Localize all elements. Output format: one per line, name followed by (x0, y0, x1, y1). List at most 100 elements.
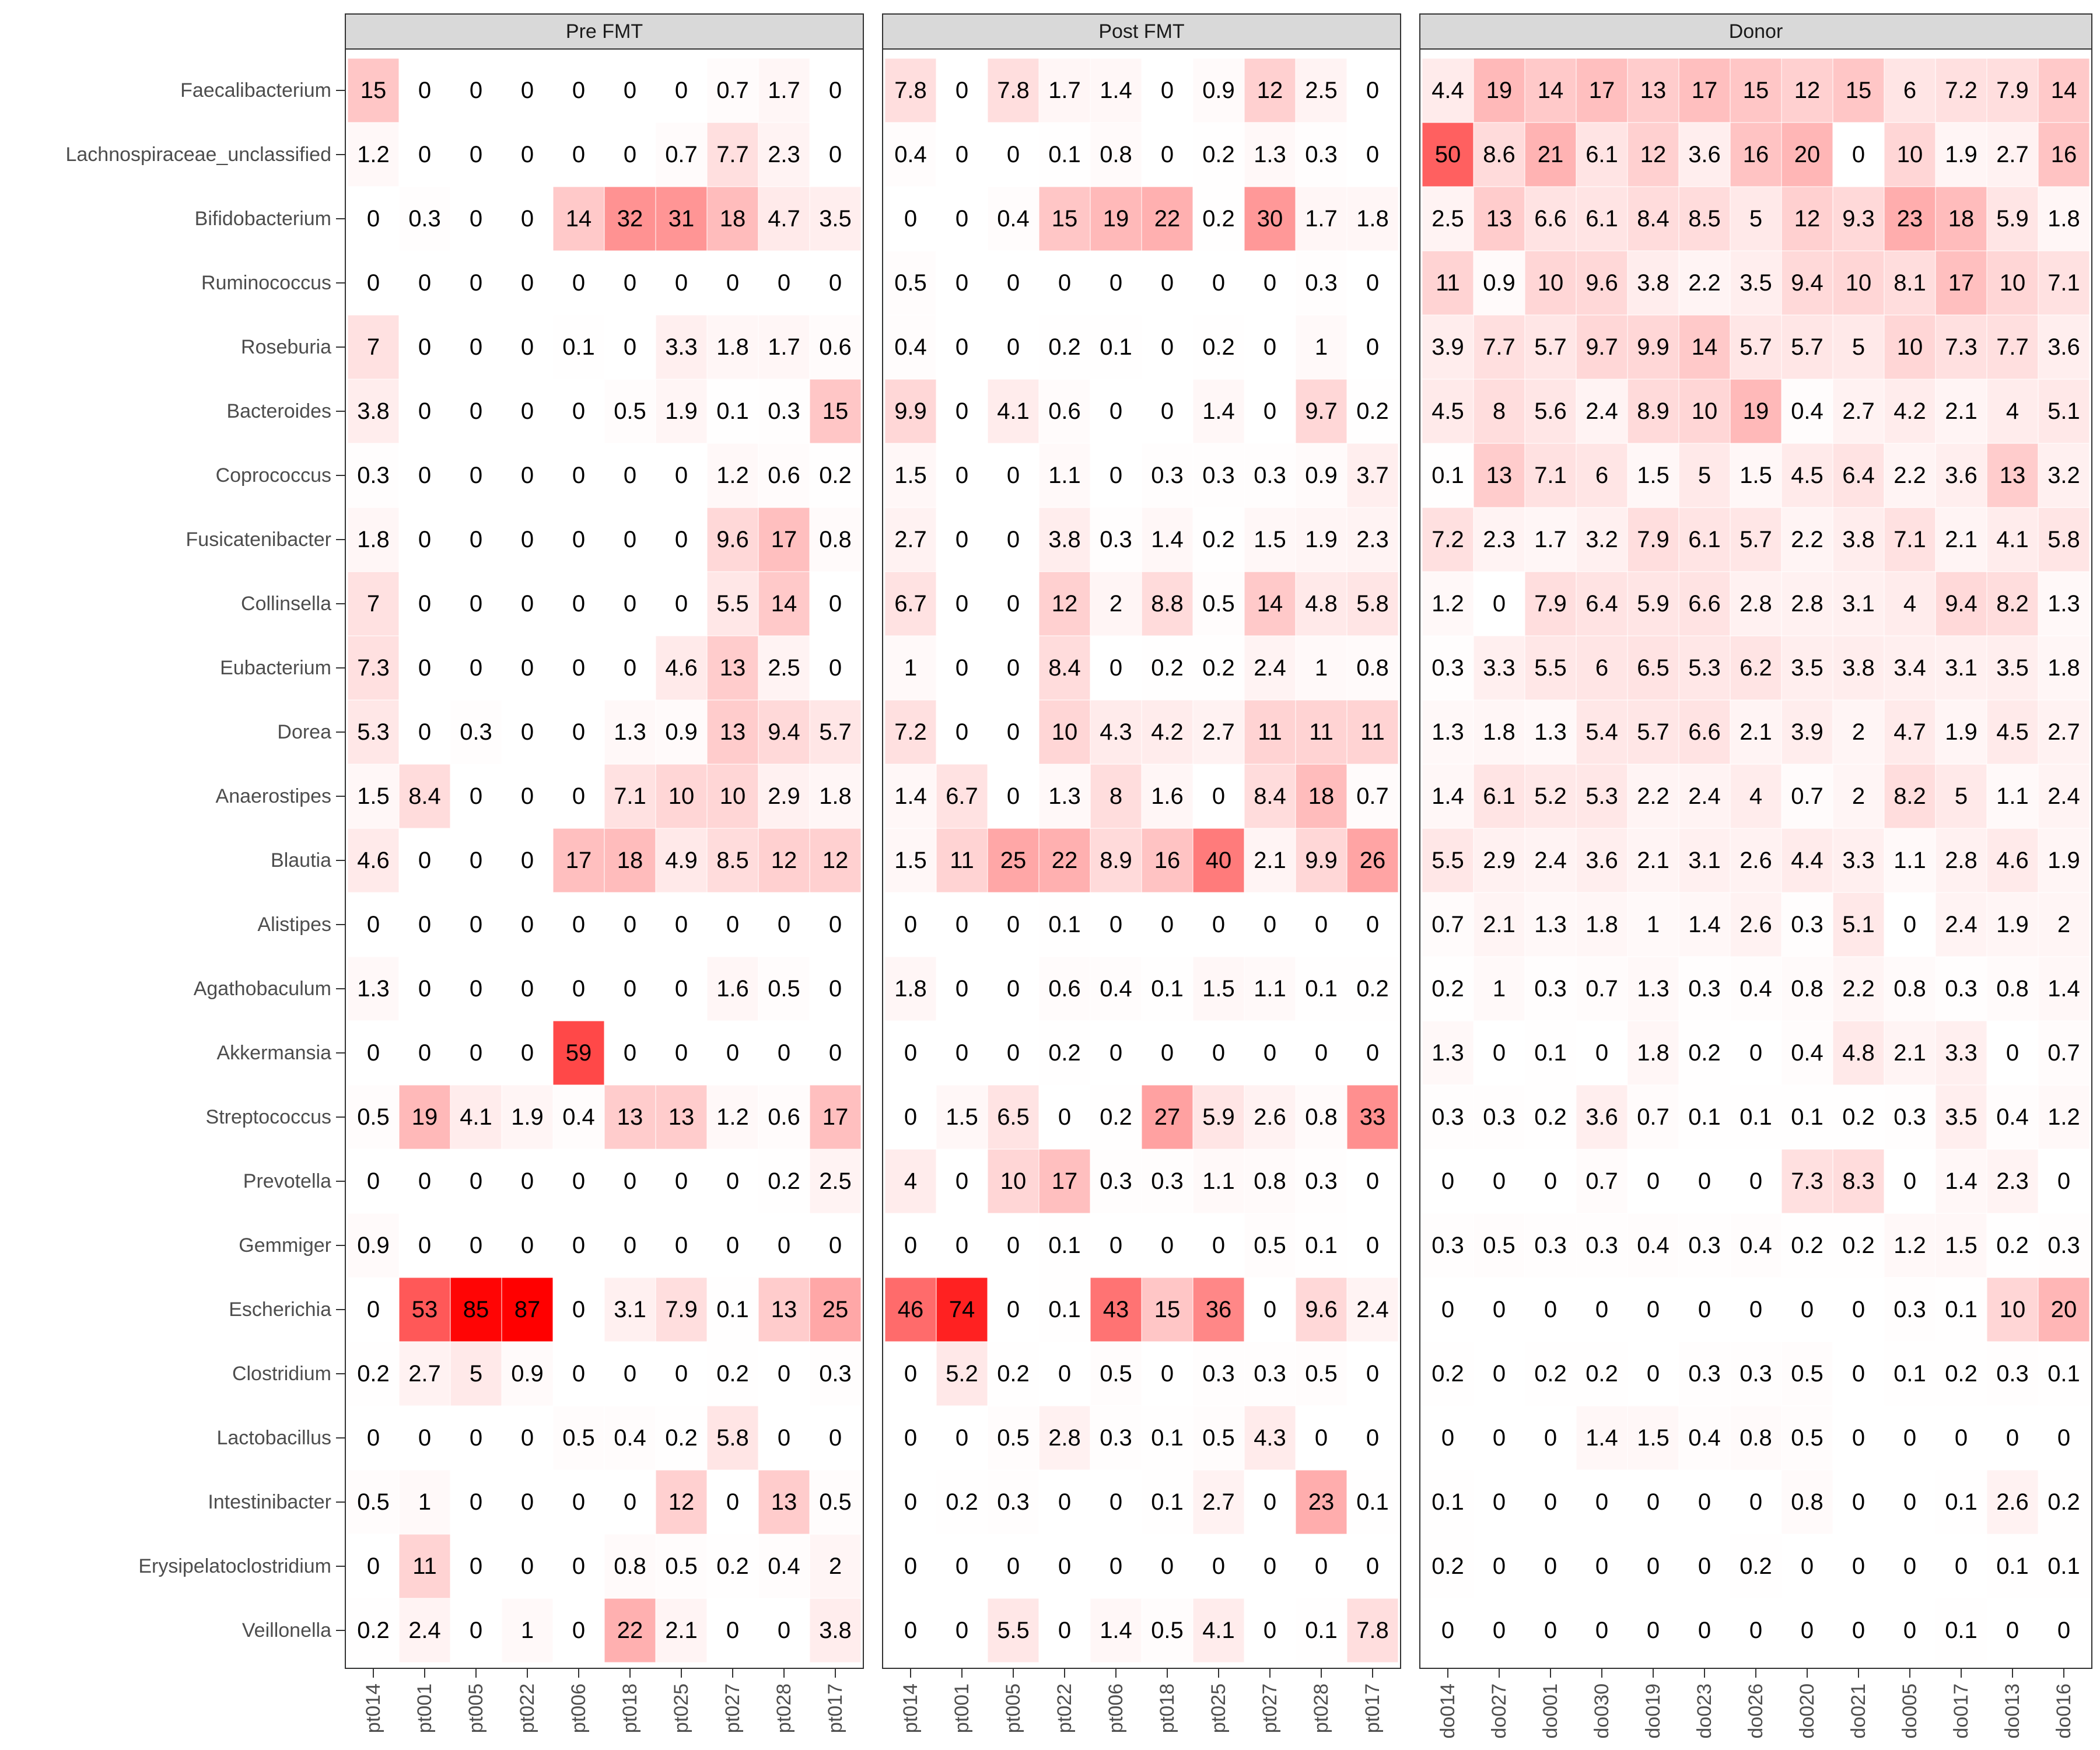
cell-value: 0.3 (1305, 270, 1338, 296)
cell-value: 0 (470, 206, 482, 232)
heatmap-cell (1090, 635, 1142, 701)
cell-value: 0 (1366, 1040, 1379, 1066)
heatmap-cell (1346, 1598, 1399, 1663)
heatmap-cell (501, 250, 554, 316)
heatmap-cell (398, 699, 451, 765)
cell-value: 0 (1647, 1553, 1660, 1579)
cell-value: 0 (1544, 1425, 1557, 1451)
heatmap-cell (1192, 1149, 1245, 1214)
cell-value: 17 (1948, 270, 1975, 296)
cell-value: 0 (624, 1361, 636, 1387)
heatmap-cell (1986, 1405, 2039, 1471)
cell-value: 15 (822, 398, 849, 424)
heatmap-cell (1730, 1277, 1782, 1342)
cell-value: 9.4 (768, 719, 800, 745)
cell-value: 0.1 (1305, 976, 1338, 1002)
heatmap-cell (604, 828, 656, 893)
cell-value: 0.9 (1483, 270, 1516, 296)
heatmap-cell (706, 1213, 759, 1278)
cell-value: 1.3 (1432, 1040, 1464, 1066)
row-label: Dorea (277, 721, 331, 743)
cell-value: 0 (521, 78, 534, 103)
cell-value: 1.2 (716, 463, 749, 488)
cell-value: 0 (624, 270, 636, 296)
cell-value: 2.2 (1637, 783, 1670, 809)
cell-value: 0.8 (1356, 655, 1389, 681)
heatmap-cell (884, 186, 937, 251)
heatmap-cell (501, 379, 554, 444)
cell-value: 0 (1212, 1040, 1225, 1066)
cell-value: 1.9 (1945, 719, 1978, 745)
cell-value: 0.5 (1791, 1425, 1824, 1451)
cell-value: 19 (412, 1104, 438, 1130)
heatmap-cell (450, 828, 502, 893)
heatmap-cell (552, 1598, 605, 1663)
heatmap-cell (1986, 507, 2039, 572)
cell-value: 0.1 (1432, 463, 1464, 488)
heatmap-cell (655, 1277, 708, 1342)
heatmap-cell (1627, 186, 1679, 251)
cell-value: 1.9 (2048, 848, 2080, 873)
heatmap-cell (1422, 1405, 1474, 1471)
heatmap-cell (1935, 507, 1987, 572)
column-label: do021 (1847, 1684, 1870, 1739)
cell-value: 0 (1852, 1425, 1865, 1451)
cell-value: 0 (1595, 1040, 1608, 1066)
heatmap-cell (936, 764, 988, 829)
cell-value: 0.1 (1048, 1297, 1081, 1322)
heatmap-cell (1524, 764, 1577, 829)
heatmap-cell (1346, 122, 1399, 187)
heatmap-cell (758, 314, 810, 380)
cell-value: 1.5 (1637, 1425, 1670, 1451)
column-label: pt028 (1310, 1684, 1332, 1733)
cell-value: 0 (1852, 1489, 1865, 1515)
heatmap-cell (347, 571, 400, 636)
cell-value: 0 (675, 591, 688, 617)
cell-value: 0.3 (1432, 1104, 1464, 1130)
cell-value: 0.2 (665, 1425, 698, 1451)
cell-value: 0 (726, 1168, 739, 1194)
heatmap-cell (1192, 1534, 1245, 1599)
heatmap-cell (1192, 186, 1245, 251)
heatmap-cell (1884, 186, 1936, 251)
cell-value: 8.9 (1637, 398, 1670, 424)
cell-value: 4.2 (1151, 719, 1184, 745)
heatmap-cell (655, 1469, 708, 1535)
cell-value: 0 (956, 1553, 968, 1579)
heatmap-cell (987, 1534, 1040, 1599)
heatmap-cell (655, 122, 708, 187)
cell-value: 2.7 (1842, 398, 1875, 424)
cell-value: 0.7 (1356, 783, 1389, 809)
cell-value: 8.2 (1996, 591, 2029, 617)
cell-value: 0 (367, 1168, 380, 1194)
cell-value: 30 (1257, 206, 1283, 232)
heatmap-cell (1295, 379, 1348, 444)
heatmap-cell (706, 764, 759, 829)
cell-value: 0.9 (1305, 463, 1338, 488)
heatmap-cell (1244, 1598, 1296, 1663)
cell-value: 0.2 (1202, 206, 1235, 232)
cell-value: 4.8 (1305, 591, 1338, 617)
heatmap-cell (552, 699, 605, 765)
heatmap-cell (1678, 1020, 1731, 1086)
column-label: do013 (2001, 1684, 2024, 1739)
heatmap-cell (1422, 1534, 1474, 1599)
cell-value: 0 (1212, 783, 1225, 809)
cell-value: 0 (726, 1233, 739, 1258)
cell-value: 0 (624, 142, 636, 167)
heatmap-cell (450, 122, 502, 187)
cell-value: 0.7 (1586, 1168, 1618, 1194)
heatmap-cell (1576, 1598, 1628, 1663)
heatmap-cell (552, 635, 605, 701)
cell-value: 0 (726, 270, 739, 296)
row-label: Escherichia (229, 1298, 331, 1321)
cell-value: 0.1 (1048, 912, 1081, 937)
heatmap-cell (604, 699, 656, 765)
cell-value: 2.1 (665, 1618, 698, 1643)
column-label: do023 (1693, 1684, 1716, 1739)
heatmap-cell (1781, 1405, 1833, 1471)
cell-value: 10 (1846, 270, 1872, 296)
cell-value: 1.5 (1740, 463, 1772, 488)
cell-value: 0 (1161, 398, 1174, 424)
heatmap-cell (1884, 1405, 1936, 1471)
